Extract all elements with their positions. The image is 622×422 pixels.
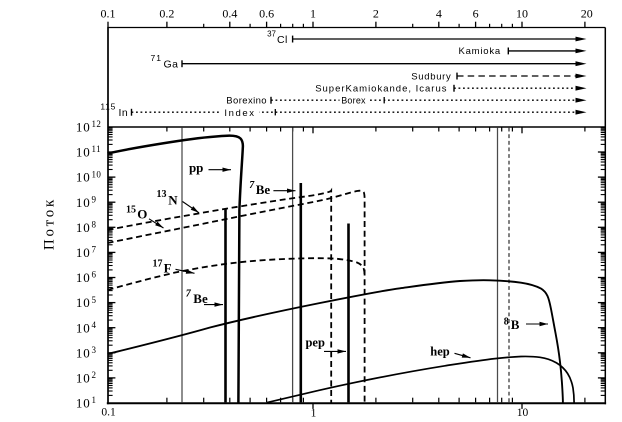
svg-text:B: B — [511, 317, 520, 332]
svg-text:0.6: 0.6 — [259, 7, 274, 21]
svg-text:37: 37 — [267, 29, 276, 38]
svg-text:7: 7 — [186, 288, 192, 299]
svg-text:11: 11 — [92, 144, 101, 154]
svg-text:In: In — [119, 107, 129, 119]
svg-text:10: 10 — [76, 371, 91, 386]
svg-text:0.2: 0.2 — [159, 7, 174, 21]
svg-text:7: 7 — [92, 245, 97, 255]
svg-text:10: 10 — [76, 295, 91, 310]
svg-text:10: 10 — [76, 320, 91, 335]
svg-text:SuperKamiokande, Icarus: SuperKamiokande, Icarus — [315, 84, 447, 95]
svg-text:10: 10 — [76, 245, 91, 260]
svg-text:0.1: 0.1 — [101, 7, 116, 21]
svg-text:10: 10 — [76, 220, 91, 235]
svg-text:Cl: Cl — [277, 34, 288, 46]
svg-text:hep: hep — [430, 344, 450, 358]
svg-text:2: 2 — [373, 7, 379, 21]
svg-text:2: 2 — [92, 370, 97, 380]
svg-text:1: 1 — [92, 395, 97, 405]
svg-text:10: 10 — [76, 270, 91, 285]
svg-text:9: 9 — [92, 194, 97, 204]
svg-text:Kamioka: Kamioka — [458, 46, 501, 57]
svg-text:12: 12 — [92, 119, 102, 129]
svg-text:4: 4 — [436, 7, 442, 21]
svg-text:Sudbury: Sudbury — [411, 71, 451, 82]
svg-text:10: 10 — [92, 169, 102, 179]
svg-text:15: 15 — [126, 205, 136, 216]
svg-text:Поток: Поток — [42, 197, 58, 250]
svg-text:Index: Index — [224, 108, 255, 119]
svg-text:0.4: 0.4 — [222, 7, 237, 21]
svg-text:71: 71 — [151, 53, 162, 63]
svg-text:Borexino: Borexino — [226, 96, 267, 107]
svg-text:O: O — [137, 206, 147, 221]
svg-text:Ga: Ga — [164, 58, 179, 70]
svg-text:Be: Be — [256, 182, 271, 197]
svg-text:Be: Be — [193, 291, 208, 306]
svg-text:4: 4 — [92, 320, 97, 330]
svg-text:1: 1 — [310, 7, 316, 21]
svg-text:10: 10 — [76, 345, 91, 360]
svg-text:5: 5 — [92, 295, 97, 305]
svg-text:pep: pep — [305, 335, 325, 349]
svg-text:6: 6 — [473, 7, 479, 21]
svg-text:Borex: Borex — [341, 96, 366, 106]
svg-text:0.1: 0.1 — [101, 407, 116, 419]
svg-text:10: 10 — [516, 7, 528, 21]
svg-text:10: 10 — [76, 120, 91, 135]
svg-text:pp: pp — [189, 160, 203, 175]
svg-text:7: 7 — [249, 180, 255, 191]
svg-text:17: 17 — [153, 259, 163, 270]
svg-text:10: 10 — [76, 170, 91, 185]
svg-text:8: 8 — [92, 220, 97, 230]
svg-text:3: 3 — [92, 345, 97, 355]
svg-text:20: 20 — [581, 7, 593, 21]
svg-text:13: 13 — [157, 189, 167, 200]
svg-text:115: 115 — [100, 102, 116, 112]
svg-text:10: 10 — [76, 195, 91, 210]
svg-text:10: 10 — [76, 396, 91, 411]
svg-text:1: 1 — [311, 407, 317, 419]
svg-text:N: N — [168, 193, 178, 208]
svg-text:10: 10 — [76, 145, 91, 160]
svg-text:8: 8 — [504, 316, 509, 327]
svg-text:F: F — [164, 260, 172, 275]
svg-text:10: 10 — [517, 407, 529, 419]
svg-text:6: 6 — [92, 270, 97, 280]
